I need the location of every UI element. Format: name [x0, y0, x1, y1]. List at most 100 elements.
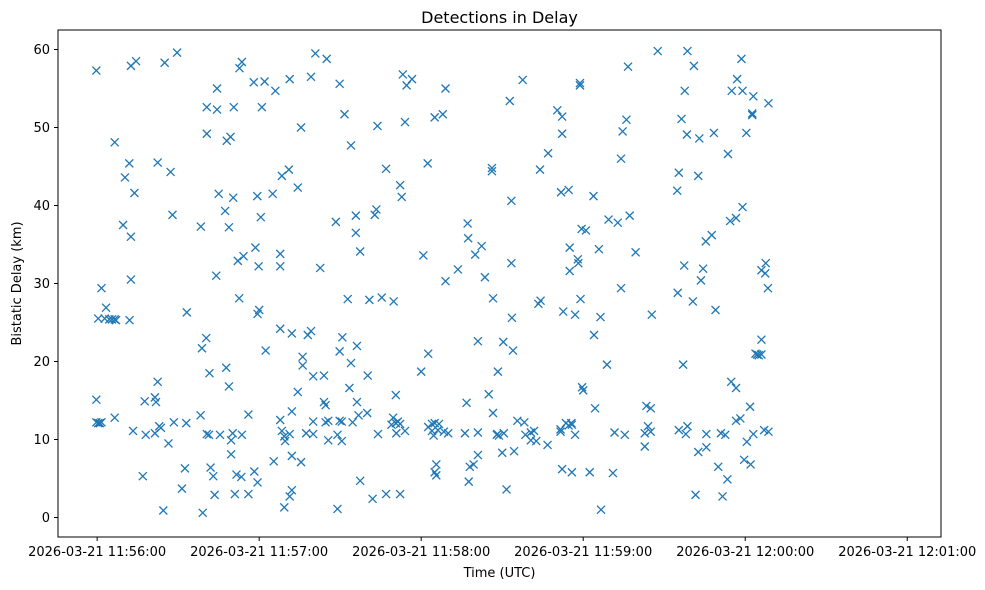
data-point — [249, 77, 259, 87]
data-point — [718, 491, 728, 501]
data-point — [641, 401, 651, 411]
data-point — [429, 431, 439, 441]
y-tick-label: 20 — [33, 355, 50, 370]
data-point — [226, 449, 236, 459]
x-tick-label: 2026-03-21 11:59:00 — [514, 545, 652, 560]
data-point — [725, 216, 735, 226]
y-tick-label: 30 — [33, 277, 50, 292]
data-point — [254, 305, 264, 315]
data-point — [573, 258, 583, 268]
data-point — [713, 462, 723, 472]
data-point — [462, 398, 472, 408]
y-tick-label: 50 — [33, 121, 50, 136]
data-point — [736, 54, 746, 64]
data-point — [226, 132, 236, 142]
data-point — [722, 474, 732, 484]
data-point — [647, 310, 657, 320]
data-point — [237, 430, 247, 440]
data-point — [694, 133, 704, 143]
data-point — [473, 336, 483, 346]
data-point — [377, 293, 387, 302]
data-point — [335, 416, 345, 426]
chart-title: Detections in Delay — [421, 8, 578, 27]
data-point — [226, 435, 236, 445]
y-tick-label: 60 — [33, 43, 50, 58]
data-point — [141, 430, 151, 440]
data-point — [745, 402, 755, 412]
data-point — [506, 258, 516, 268]
data-point — [748, 91, 758, 101]
data-point — [682, 421, 692, 431]
data-point — [557, 112, 567, 122]
data-point — [230, 489, 240, 499]
data-point — [233, 256, 243, 266]
data-point — [505, 96, 515, 106]
data-point — [335, 346, 345, 356]
data-point — [250, 243, 260, 253]
data-point — [438, 109, 448, 119]
data-point — [727, 86, 737, 96]
data-point — [298, 360, 308, 370]
data-point — [720, 430, 730, 440]
data-point — [473, 450, 483, 460]
data-point — [488, 293, 498, 303]
data-point — [564, 185, 574, 195]
data-point — [536, 296, 546, 306]
data-point — [395, 489, 405, 499]
data-point — [531, 436, 541, 446]
data-point — [625, 211, 635, 221]
data-point — [498, 337, 508, 347]
data-point — [236, 472, 246, 482]
data-point — [275, 324, 285, 334]
data-point — [346, 140, 356, 150]
data-point — [93, 314, 103, 324]
data-point — [243, 410, 253, 419]
data-point — [140, 396, 150, 406]
data-point — [284, 165, 294, 175]
data-point — [596, 312, 605, 322]
y-tick-label: 10 — [33, 433, 50, 448]
data-point — [239, 251, 248, 261]
data-point — [156, 423, 166, 433]
data-point — [221, 363, 231, 373]
data-point — [681, 429, 691, 439]
data-point — [529, 426, 539, 436]
data-point — [335, 79, 345, 89]
data-point — [160, 58, 170, 68]
data-point — [177, 484, 187, 494]
data-point — [182, 307, 192, 317]
data-point — [279, 502, 289, 512]
data-point — [352, 397, 362, 407]
plot-frame — [57, 29, 942, 538]
data-point — [351, 228, 361, 238]
data-point — [354, 410, 364, 420]
data-point — [97, 283, 106, 293]
data-point — [362, 408, 372, 418]
data-point — [631, 247, 641, 257]
data-point — [234, 293, 244, 303]
data-point — [691, 490, 701, 500]
y-tick-label: 0 — [42, 511, 50, 526]
data-point — [682, 46, 692, 56]
data-point — [746, 460, 756, 469]
data-point — [761, 258, 771, 268]
data-point — [747, 110, 757, 120]
data-point — [693, 171, 703, 181]
data-point — [208, 471, 218, 481]
data-point — [323, 416, 333, 426]
data-point — [268, 189, 278, 199]
data-point — [565, 266, 575, 276]
x-tick-label: 2026-03-21 11:56:00 — [28, 545, 166, 560]
data-point — [610, 428, 619, 437]
data-point — [443, 428, 453, 438]
data-point — [395, 419, 405, 429]
data-point — [602, 360, 612, 370]
data-point — [363, 371, 373, 380]
data-point — [567, 467, 577, 477]
data-point — [763, 427, 773, 437]
data-point — [228, 428, 238, 438]
data-point — [480, 272, 490, 282]
data-point — [315, 263, 325, 273]
data-point — [557, 129, 567, 139]
data-point — [616, 283, 626, 293]
